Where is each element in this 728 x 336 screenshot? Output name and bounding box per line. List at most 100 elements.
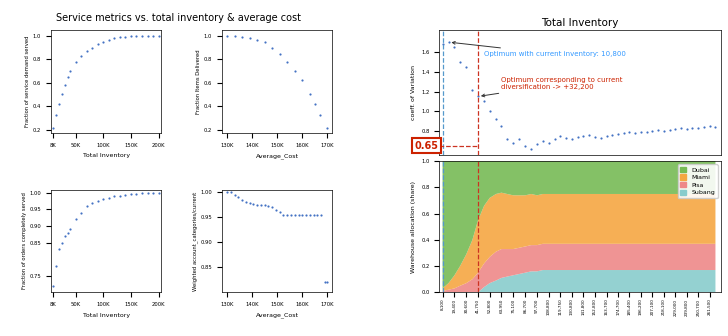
Point bbox=[507, 140, 519, 145]
Point bbox=[478, 99, 490, 104]
Point bbox=[490, 117, 502, 122]
Point bbox=[232, 194, 244, 200]
Point bbox=[76, 210, 87, 215]
Point bbox=[282, 212, 293, 217]
Point bbox=[56, 240, 68, 245]
Point bbox=[266, 45, 278, 50]
Point bbox=[65, 69, 76, 74]
Point bbox=[304, 92, 316, 97]
Point bbox=[47, 283, 58, 288]
Point bbox=[296, 212, 308, 217]
Point bbox=[51, 113, 63, 118]
Point bbox=[595, 135, 606, 141]
Point bbox=[560, 135, 571, 141]
Point bbox=[322, 126, 333, 131]
Point bbox=[282, 59, 293, 65]
Point bbox=[704, 123, 716, 129]
Point bbox=[81, 203, 92, 209]
Point bbox=[248, 201, 259, 206]
Point bbox=[484, 109, 496, 114]
Point bbox=[62, 74, 74, 80]
Point bbox=[315, 212, 327, 217]
Point bbox=[629, 130, 641, 136]
Point bbox=[125, 191, 137, 197]
Point bbox=[76, 53, 87, 58]
X-axis label: Total Inventory: Total Inventory bbox=[82, 153, 130, 158]
Point bbox=[319, 280, 331, 285]
Point bbox=[448, 44, 460, 50]
X-axis label: Total Inventory: Total Inventory bbox=[82, 312, 130, 318]
Point bbox=[322, 280, 333, 285]
Point bbox=[496, 123, 507, 129]
Point bbox=[606, 132, 618, 138]
Point bbox=[240, 199, 252, 205]
Point bbox=[289, 212, 301, 217]
Point bbox=[314, 113, 325, 118]
Point bbox=[572, 134, 584, 140]
Point bbox=[274, 209, 285, 215]
Text: Service metrics vs. total inventory & average cost: Service metrics vs. total inventory & av… bbox=[56, 13, 301, 24]
Point bbox=[70, 217, 82, 222]
Point bbox=[502, 136, 513, 142]
Point bbox=[549, 136, 561, 142]
Point bbox=[601, 133, 612, 139]
Point bbox=[635, 129, 646, 135]
X-axis label: Average_Cost: Average_Cost bbox=[256, 312, 298, 318]
Point bbox=[119, 35, 131, 40]
Point bbox=[641, 129, 652, 135]
Point bbox=[153, 190, 165, 196]
Title: Total Inventory: Total Inventory bbox=[542, 18, 619, 28]
Point bbox=[687, 125, 698, 131]
Point bbox=[98, 39, 109, 45]
Point bbox=[618, 130, 630, 136]
Point bbox=[81, 49, 92, 54]
Point bbox=[612, 131, 624, 137]
Point bbox=[59, 233, 71, 239]
Point bbox=[237, 35, 248, 40]
Y-axis label: Weighted account_categories/current: Weighted account_categories/current bbox=[192, 191, 198, 291]
Text: Optimum corresponding to current
diversification -> +32,200: Optimum corresponding to current diversi… bbox=[482, 77, 623, 97]
Point bbox=[147, 33, 159, 39]
Point bbox=[237, 197, 248, 202]
Point bbox=[646, 128, 658, 134]
Point bbox=[289, 69, 301, 74]
Point bbox=[142, 190, 154, 196]
Text: Optimum with current inventory: 10,800: Optimum with current inventory: 10,800 bbox=[452, 41, 626, 57]
Point bbox=[225, 190, 237, 195]
Point bbox=[244, 200, 256, 206]
Point bbox=[108, 194, 120, 199]
Point bbox=[251, 37, 263, 42]
Point bbox=[270, 207, 282, 212]
Point bbox=[130, 191, 142, 196]
Point bbox=[664, 127, 676, 133]
Point bbox=[92, 42, 103, 47]
Point bbox=[153, 33, 165, 39]
Y-axis label: Fraction of orders completely served: Fraction of orders completely served bbox=[22, 193, 27, 289]
Point bbox=[461, 64, 472, 70]
Point bbox=[624, 129, 636, 135]
Point bbox=[70, 59, 82, 65]
Point bbox=[103, 195, 115, 201]
Point bbox=[300, 212, 312, 217]
Y-axis label: Fraction of service demand served: Fraction of service demand served bbox=[25, 36, 30, 127]
Point bbox=[652, 127, 664, 133]
Point bbox=[304, 212, 316, 217]
Point bbox=[87, 200, 98, 206]
Point bbox=[119, 192, 131, 197]
Point bbox=[244, 36, 256, 41]
Point bbox=[467, 87, 478, 92]
Point bbox=[266, 204, 278, 210]
X-axis label: Average_Cost: Average_Cost bbox=[256, 153, 298, 159]
Point bbox=[255, 202, 266, 207]
Point bbox=[437, 41, 448, 47]
Point bbox=[670, 126, 681, 132]
Point bbox=[108, 36, 120, 41]
Point bbox=[658, 128, 670, 134]
Point bbox=[692, 125, 704, 131]
Point bbox=[62, 230, 74, 235]
Y-axis label: Warehouse allocation (share): Warehouse allocation (share) bbox=[411, 181, 416, 273]
Point bbox=[274, 51, 285, 56]
Point bbox=[251, 202, 263, 207]
Point bbox=[520, 143, 531, 149]
Point bbox=[454, 59, 466, 65]
